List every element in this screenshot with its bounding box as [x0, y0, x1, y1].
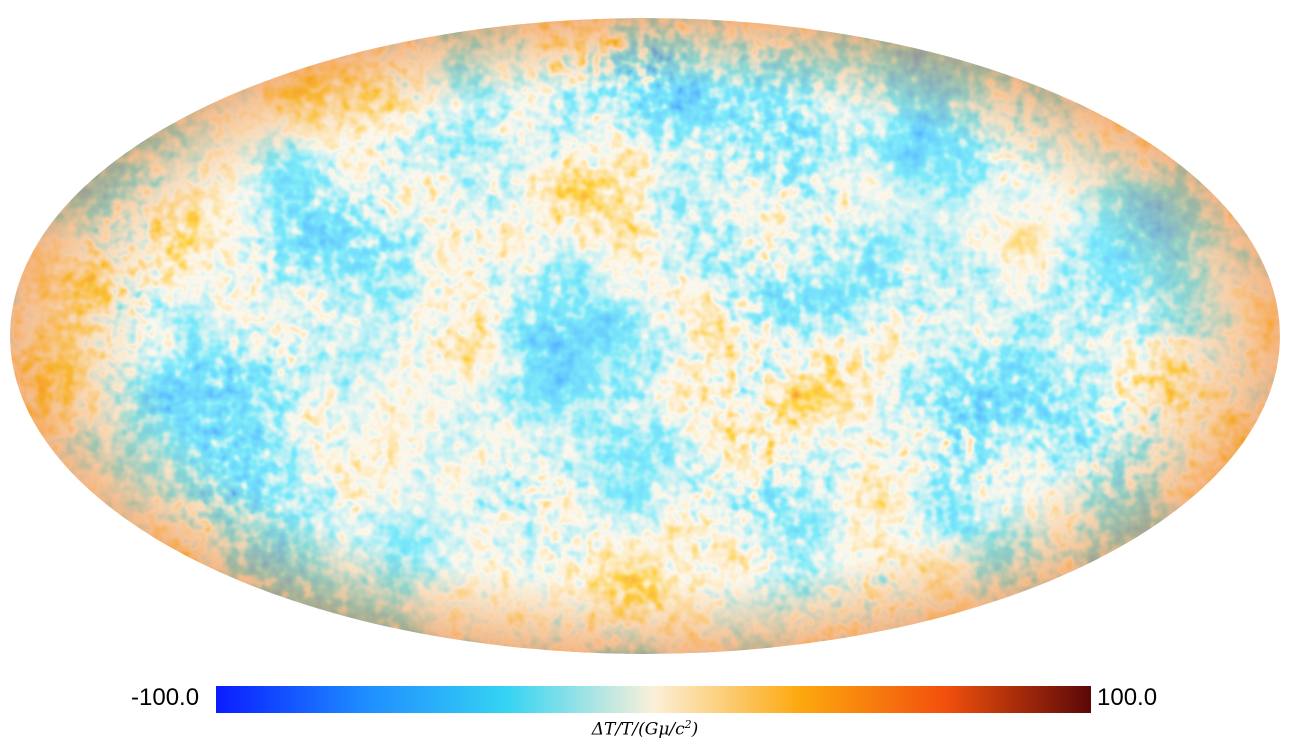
- colorbar-min-label: -100.0: [131, 684, 200, 711]
- sky-map-pixels: [10, 18, 1280, 654]
- colorbar: [216, 686, 1091, 713]
- sky-map: [10, 18, 1280, 654]
- colorbar-axis-label: ΔT/T/(Gμ/c2): [591, 718, 699, 740]
- mollweide-sky-map: [10, 18, 1280, 654]
- colorbar-max-label: 100.0: [1097, 684, 1158, 711]
